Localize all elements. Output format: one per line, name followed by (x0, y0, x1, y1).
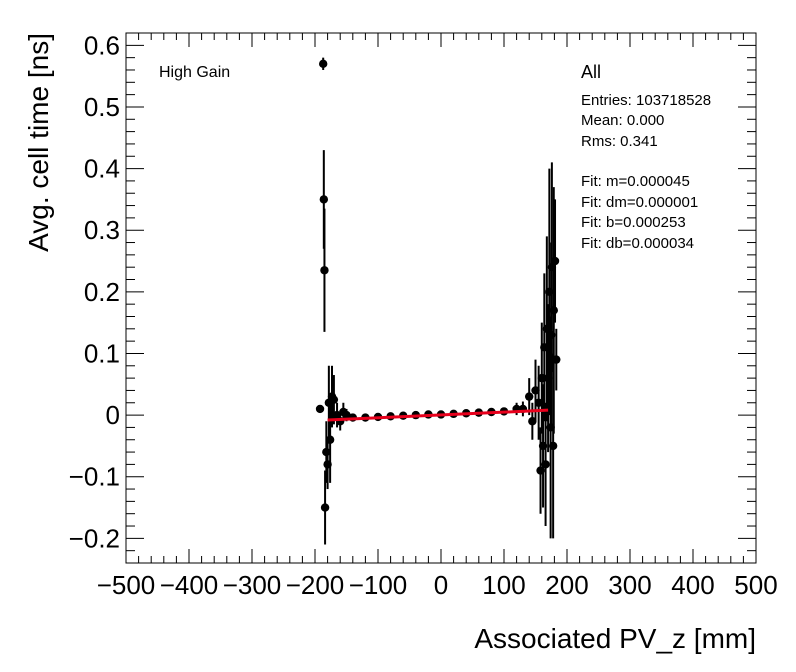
fit-db: Fit: db=0.000034 (581, 234, 695, 252)
stats-title: All (581, 62, 602, 82)
data-point (547, 330, 556, 340)
data-point (318, 59, 328, 69)
fit-line (327, 408, 549, 422)
data-point (546, 423, 555, 432)
x-axis-label: Associated PV_z [mm] (474, 623, 756, 654)
fit-line-segment (327, 408, 549, 422)
data-point (329, 395, 339, 404)
x-tick-label: −200 (286, 570, 345, 600)
fit-b: Fit: b=0.000253 (581, 214, 686, 231)
data-point (342, 410, 351, 420)
data-point (552, 355, 561, 364)
data-point (320, 503, 330, 512)
data-point (531, 386, 540, 395)
data-point (537, 373, 546, 383)
data-point (545, 287, 554, 297)
data-point (534, 398, 543, 407)
data-point (315, 404, 325, 414)
y-tick-label: 0.5 (84, 92, 120, 122)
stats-mean: Mean: 0.000 (581, 112, 665, 129)
data-point (542, 324, 552, 334)
data-point (550, 256, 560, 266)
data-point (323, 460, 332, 469)
data-point (549, 306, 558, 315)
data-point (325, 435, 335, 444)
stats-rms: Rms: 0.341 (581, 132, 658, 150)
y-axis-label: Avg. cell time [ns] (23, 33, 54, 252)
y-tick-label: 0.3 (84, 215, 120, 245)
data-point (528, 417, 537, 426)
error-bars (319, 57, 558, 545)
axis-ticks (125, 32, 757, 564)
fit-dm: Fit: dm=0.000001 (581, 193, 699, 211)
data-point (320, 266, 329, 275)
y-tick-label: 0 (106, 400, 120, 430)
gain-label: High Gain (159, 64, 231, 81)
x-tick-label: 500 (734, 570, 777, 600)
data-point (538, 441, 548, 451)
x-tick-label: −500 (97, 570, 156, 600)
y-tick-label: 0.1 (84, 338, 120, 368)
axis-tick-labels: −500 −400 −300 −200 −100 0 100 200 300 400 500 −0.2… (69, 30, 778, 600)
data-point (541, 460, 550, 469)
y-tick-label: 0.6 (84, 30, 120, 60)
y-tick-label: 0.2 (84, 277, 120, 307)
y-tick-label: −0.2 (69, 523, 120, 553)
y-tick-label: 0.4 (84, 154, 120, 184)
data-points (315, 59, 561, 512)
x-tick-label: 200 (545, 570, 588, 600)
data-point (536, 466, 545, 475)
data-point (319, 195, 329, 204)
fit-m: Fit: m=0.000045 (581, 173, 690, 190)
data-point (543, 373, 553, 383)
x-tick-label: −300 (223, 570, 282, 600)
x-tick-label: −100 (349, 570, 408, 600)
data-point (540, 343, 549, 352)
y-tick-label: −0.1 (69, 462, 120, 492)
x-tick-label: 0 (434, 570, 448, 600)
data-point (322, 447, 331, 457)
x-tick-label: 100 (482, 570, 525, 600)
x-tick-label: 300 (608, 570, 651, 600)
data-point (525, 392, 534, 401)
x-tick-label: 400 (671, 570, 714, 600)
data-point (548, 441, 558, 451)
stats-box: All Entries: 103718528 Mean: 0.000 Rms: … (581, 62, 711, 254)
x-tick-label: −400 (160, 570, 219, 600)
stats-entries: Entries: 103718528 (581, 91, 712, 109)
